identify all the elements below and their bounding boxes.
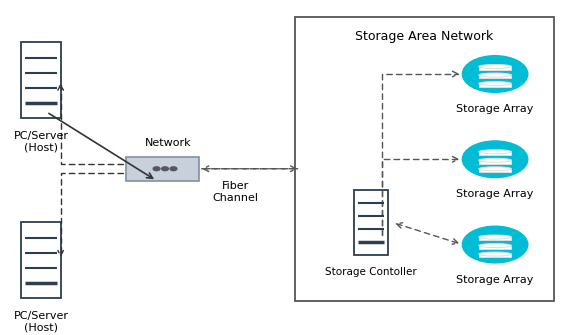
Bar bbox=[479, 75, 511, 78]
Bar bbox=[479, 160, 511, 163]
Circle shape bbox=[462, 226, 528, 263]
Ellipse shape bbox=[479, 81, 511, 85]
Text: Fiber
Channel: Fiber Channel bbox=[213, 181, 259, 203]
Circle shape bbox=[153, 167, 160, 171]
Bar bbox=[479, 66, 511, 70]
Circle shape bbox=[162, 167, 168, 171]
Bar bbox=[479, 169, 511, 172]
FancyBboxPatch shape bbox=[125, 157, 199, 181]
Text: Storage Contoller: Storage Contoller bbox=[325, 267, 417, 277]
Text: Storage Array: Storage Array bbox=[456, 275, 534, 284]
Ellipse shape bbox=[479, 73, 511, 77]
Text: Storage Array: Storage Array bbox=[456, 104, 534, 114]
Bar bbox=[21, 222, 61, 298]
Bar bbox=[479, 246, 511, 249]
FancyBboxPatch shape bbox=[295, 17, 555, 302]
Text: Storage Array: Storage Array bbox=[456, 189, 534, 199]
Text: Storage Area Network: Storage Area Network bbox=[356, 30, 494, 43]
Bar bbox=[354, 190, 388, 255]
Bar bbox=[479, 254, 511, 257]
Circle shape bbox=[462, 141, 528, 178]
Text: Network: Network bbox=[145, 138, 191, 148]
Ellipse shape bbox=[479, 150, 511, 154]
Bar bbox=[479, 152, 511, 155]
Ellipse shape bbox=[479, 235, 511, 239]
Text: PC/Server
(Host): PC/Server (Host) bbox=[14, 311, 69, 332]
Bar bbox=[479, 83, 511, 87]
Circle shape bbox=[462, 56, 528, 92]
Bar bbox=[479, 237, 511, 240]
Text: PC/Server
(Host): PC/Server (Host) bbox=[14, 131, 69, 152]
Bar bbox=[21, 43, 61, 118]
Ellipse shape bbox=[479, 167, 511, 171]
Ellipse shape bbox=[479, 252, 511, 256]
Ellipse shape bbox=[479, 244, 511, 248]
Ellipse shape bbox=[479, 158, 511, 162]
Circle shape bbox=[170, 167, 177, 171]
Ellipse shape bbox=[479, 64, 511, 68]
